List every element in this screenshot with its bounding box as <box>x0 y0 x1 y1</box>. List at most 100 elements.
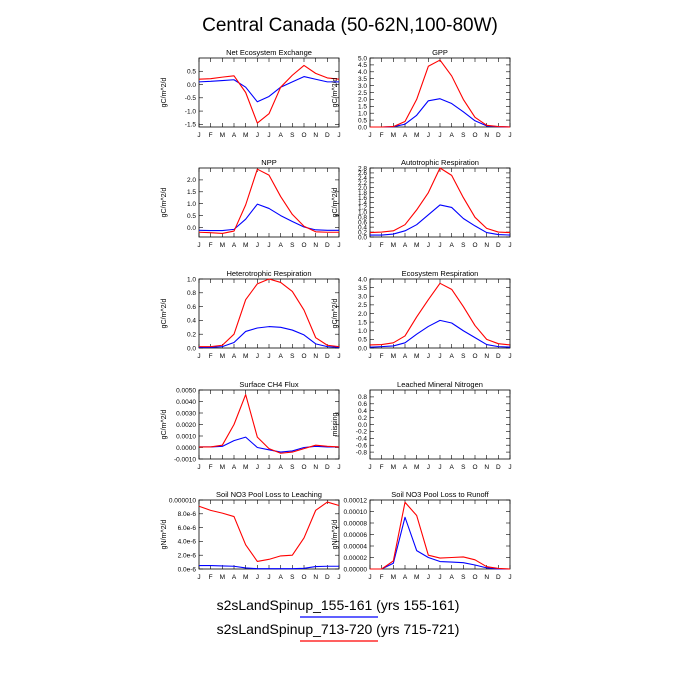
y-tick-label: 0.00004 <box>344 543 368 550</box>
x-tick-label: A <box>278 574 283 581</box>
x-tick-label: A <box>278 464 283 471</box>
y-tick-label: 0.00006 <box>344 532 368 539</box>
x-tick-label: M <box>391 132 396 139</box>
x-tick-label: J <box>197 574 200 581</box>
series-line-1 <box>369 319 511 348</box>
y-axis-label: missing <box>332 413 339 437</box>
x-tick-label: M <box>414 242 419 249</box>
y-tick-label: 4.0 <box>358 69 367 76</box>
x-tick-label: J <box>337 574 340 581</box>
x-tick-label: A <box>449 242 454 249</box>
y-tick-label: 1.6 <box>358 195 367 202</box>
x-tick-label: N <box>313 353 318 360</box>
series-line-1 <box>199 436 339 453</box>
x-tick-label: M <box>243 242 248 249</box>
y-tick-label: 4.0 <box>358 276 367 283</box>
plot-frame <box>369 278 511 349</box>
x-tick-label: J <box>267 574 270 581</box>
x-tick-label: J <box>368 132 371 139</box>
y-axis-label: gC/m^2/d <box>161 188 168 218</box>
y-tick-label: 0.4 <box>358 224 367 231</box>
y-tick-label: 1.2 <box>358 205 367 212</box>
y-tick-label: 1.5 <box>358 104 367 111</box>
x-tick-label: N <box>313 242 318 249</box>
y-tick-label: -0.0010 <box>174 456 196 463</box>
y-tick-label: 1.0 <box>187 201 196 208</box>
y-tick-label: 3.5 <box>358 76 367 83</box>
panel-title: Autotrophic Respiration <box>401 158 479 167</box>
x-tick-label: J <box>267 464 270 471</box>
y-tick-label: 1.5 <box>358 319 367 326</box>
y-tick-label: 2.6 <box>358 170 367 177</box>
y-tick-label: 0.0 <box>187 82 196 89</box>
x-tick-label: J <box>508 464 511 471</box>
x-tick-label: F <box>209 353 213 360</box>
y-tick-label: 0.2 <box>187 332 196 339</box>
x-tick-label: A <box>449 353 454 360</box>
y-tick-label: 0.0 <box>358 124 367 131</box>
x-tick-label: F <box>380 242 384 249</box>
x-tick-label: J <box>256 353 259 360</box>
y-tick-label: 0.0020 <box>176 422 196 429</box>
y-tick-label: 0.6 <box>358 401 367 408</box>
panel-10: Soil NO3 Pool Loss to Runoff gN/m^2/d 0.00… <box>332 490 512 581</box>
x-tick-label: M <box>243 132 248 139</box>
x-tick-label: A <box>278 132 283 139</box>
x-tick-label: A <box>449 464 454 471</box>
panel-title: NPP <box>261 158 276 167</box>
legend: s2sLandSpinup_155-161 (yrs 155-161) s2sL… <box>217 597 460 642</box>
x-tick-label: J <box>368 242 371 249</box>
x-tick-label: M <box>220 132 225 139</box>
x-tick-label: O <box>301 132 306 139</box>
x-tick-label: S <box>290 574 295 581</box>
series-line-2 <box>369 282 511 346</box>
series-line-1 <box>198 76 339 103</box>
series-line-2 <box>198 64 340 124</box>
x-tick-label: J <box>438 353 441 360</box>
y-tick-label: 0.2 <box>358 229 367 236</box>
x-tick-label: D <box>325 353 330 360</box>
y-tick-label: 0.0040 <box>176 399 196 406</box>
y-tick-label: 0.0 <box>358 345 367 352</box>
y-tick-label: 3.0 <box>358 83 367 90</box>
x-tick-label: N <box>484 353 489 360</box>
page-title: Central Canada (50-62N,100-80W) <box>202 15 498 36</box>
plot-frame <box>369 389 511 460</box>
legend-entry-2-label: s2sLandSpinup_713-720 (yrs 715-721) <box>217 621 460 637</box>
y-tick-label: -0.4 <box>356 436 368 443</box>
y-tick-label: 0.0 <box>358 234 367 241</box>
x-tick-label: A <box>403 132 408 139</box>
x-tick-label: A <box>449 132 454 139</box>
x-tick-label: A <box>403 464 408 471</box>
series-line-2 <box>370 59 511 128</box>
y-tick-label: 0.6 <box>358 220 367 227</box>
x-tick-label: J <box>197 242 200 249</box>
y-tick-label: 1.8 <box>358 190 367 197</box>
y-tick-label: 0.5 <box>358 337 367 344</box>
series-line-2 <box>370 501 511 570</box>
x-tick-label: M <box>414 353 419 360</box>
x-tick-label: J <box>438 242 441 249</box>
series-line-2 <box>199 278 340 348</box>
x-tick-label: J <box>427 464 430 471</box>
x-tick-label: J <box>508 132 511 139</box>
x-tick-label: S <box>290 132 295 139</box>
plot-frame <box>198 167 340 238</box>
y-tick-label: 2.0 <box>358 185 367 192</box>
x-tick-label: D <box>496 242 501 249</box>
x-tick-label: A <box>232 132 237 139</box>
x-tick-label: D <box>496 132 501 139</box>
x-tick-label: O <box>301 242 306 249</box>
panel-title: Ecosystem Respiration <box>402 269 479 278</box>
y-tick-label: 2.0 <box>187 177 196 184</box>
y-tick-label: 3.5 <box>358 285 367 292</box>
x-tick-label: J <box>368 464 371 471</box>
x-tick-label: J <box>427 353 430 360</box>
x-tick-label: J <box>368 574 371 581</box>
y-axis-label: gC/m^2/d <box>332 78 339 108</box>
x-tick-label: D <box>325 132 330 139</box>
y-tick-label: 0.00010 <box>344 509 368 516</box>
x-tick-label: S <box>290 464 295 471</box>
panel-title: GPP <box>432 48 448 57</box>
x-tick-label: D <box>325 574 330 581</box>
